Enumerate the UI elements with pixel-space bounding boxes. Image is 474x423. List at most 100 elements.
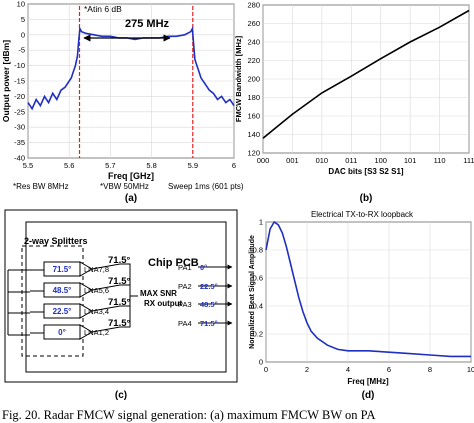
panel-b-xtick-label: 000 (257, 156, 270, 165)
panel-b-label: (b) (360, 193, 373, 204)
panel-b-xtick-label: 001 (286, 156, 299, 165)
panel-a-ytick-label: -30 (14, 123, 25, 132)
panel-d-ytick-label: 0.4 (253, 302, 263, 311)
lna-label: LNA1,2 (84, 328, 109, 337)
panel-a-ytick-label: -25 (14, 107, 25, 116)
panel-b-xtick-label: 101 (404, 156, 417, 165)
panel-d-title: Electrical TX-to-RX loopback (311, 210, 414, 219)
panel-b-ytick-label: 140 (247, 130, 260, 139)
panel-d-ytick-label: 0 (259, 358, 263, 367)
lna-amplifier (79, 261, 93, 277)
channel-link-line (91, 326, 121, 333)
panel-a-xtick-label: 6 (232, 161, 236, 170)
lna-label: LNA7,8 (84, 265, 109, 274)
panel-d-xtick-label: 10 (467, 365, 474, 374)
pa-label: PA2 (178, 282, 192, 291)
panel-d-label: (d) (362, 390, 375, 401)
panel-b-ylabel: FMCW Bandwidth [MHz] (234, 35, 243, 122)
panel-b-series-line (262, 9, 470, 139)
panel-d-ytick-label: 1 (259, 218, 263, 227)
panel-c-label: (c) (115, 390, 127, 401)
panel-c-chip-box (25, 221, 227, 373)
panel-a-ytick-label: -35 (14, 138, 25, 147)
panel-b-xtick-label: 111 (463, 156, 474, 165)
panel-d: Electrical TX-to-RX loopback 0 2 4 6 8 10 0 0.2… (249, 210, 474, 401)
panel-a-ytick-label: -15 (14, 77, 25, 86)
panel-b-xtick-label: 100 (374, 156, 387, 165)
panel-a-xtick-label: 5.9 (188, 161, 198, 170)
panel-b-xtick-label: 010 (316, 156, 329, 165)
panel-c-chip-label: Chip PCB (148, 257, 199, 269)
lna-amplifier (79, 324, 93, 340)
panel-d-tick-labels: 0 2 4 6 8 10 0 0.2 0.4 0.6 0.8 1 (253, 218, 474, 375)
panel-a-note-2: *VBW 50MHz (100, 182, 149, 191)
panel-b-ytick-label: 200 (247, 75, 260, 84)
panel-d-series-line (265, 220, 471, 358)
panel-c-maxsnr-1: MAX SNR (140, 289, 177, 298)
panel-b-grid (262, 4, 470, 154)
pa-label: PA3 (178, 300, 192, 309)
panel-a-note-1: *Res BW 8MHz (13, 182, 69, 191)
phase-shift-in-label: 71.5° (53, 265, 72, 274)
lna-label: LNA3,4 (84, 307, 109, 316)
phase-shift-in-label: 22.5° (53, 307, 72, 316)
panel-b-xlabel: DAC bits [S3 S2 S1] (328, 167, 403, 176)
pa-phase-label: 71.5° (200, 319, 218, 328)
pa-label: PA4 (178, 319, 192, 328)
lna-amplifier (79, 303, 93, 319)
panel-a-grid (27, 3, 235, 159)
panel-a-note-3: Sweep 1ms (601 pts) (168, 182, 244, 191)
panel-a: 5.5 5.6 5.7 5.8 5.9 6 -40 -35 -30 -25 -20 -15 -10 -5 0… (1, 0, 244, 204)
panel-a-label: (a) (125, 193, 137, 204)
channel-link-line (91, 305, 121, 312)
panel-d-xtick-label: 2 (305, 365, 309, 374)
lna-amplifier (79, 282, 93, 298)
panel-a-ytick-label: -20 (14, 92, 25, 101)
panel-a-xtick-label: 5.7 (105, 161, 115, 170)
panel-a-bw-label: 275 MHz (125, 18, 170, 30)
panel-b: 000 001 010 011 100 101 110 111 120 140 160 180 200 2… (234, 1, 474, 205)
panel-d-frame (265, 221, 472, 363)
panel-c-feed-bus (7, 269, 30, 336)
panel-b-ytick-label: 280 (247, 1, 260, 10)
panel-a-xtick-label: 5.6 (64, 161, 74, 170)
panel-a-ytick-label: -40 (14, 154, 25, 163)
panel-c-channels: 71.5° LNA7,871.5°48.5° LNA5,671.5°22.5° LNA… (30, 255, 233, 340)
figure-caption: Fig. 20. Radar FMCW signal generation: (… (2, 408, 376, 422)
pa-phase-label: 48.5° (200, 300, 218, 309)
panel-a-ytick-label: 10 (17, 0, 25, 9)
panel-d-ylabel: Normalized Beat Signal Amplitude (249, 235, 256, 349)
panel-a-xtick-label: 5.8 (146, 161, 156, 170)
phase-shift-in-label: 48.5° (53, 286, 72, 295)
panel-d-xtick-label: 8 (428, 365, 432, 374)
phase-shift-in-label: 0° (58, 328, 66, 337)
panel-d-xtick-label: 0 (264, 365, 268, 374)
pa-phase-label: 22.5° (200, 282, 218, 291)
panel-b-ytick-label: 120 (247, 149, 260, 158)
panel-a-annotation: *Atin 6 dB (84, 4, 122, 14)
phase-mid-label: 71.5° (108, 297, 130, 308)
panel-b-ytick-label: 260 (247, 19, 260, 28)
pa-label: PA1 (178, 263, 192, 272)
panel-a-xtick-label: 5.5 (23, 161, 33, 170)
panel-b-xtick-label: 110 (434, 156, 446, 165)
panel-c-splitter-label: 2-way Splitters (24, 236, 88, 246)
panel-b-tick-labels: 000 001 010 011 100 101 110 111 120 140 160 180 200 2… (247, 1, 474, 166)
lna-label: LNA5,6 (84, 286, 109, 295)
panel-b-ytick-label: 220 (247, 56, 260, 65)
panel-c-maxsnr-2: RX output (144, 299, 183, 308)
panel-d-ytick-label: 0.8 (253, 246, 263, 255)
panel-a-ytick-label: -10 (14, 61, 25, 70)
panel-c: 2-way Splitters Chip PCB 71.5° LNA7,8 71.5… (4, 209, 238, 401)
channel-link-line (91, 284, 121, 291)
phase-mid-label: 71.5° (108, 276, 130, 287)
panel-b-ytick-label: 160 (247, 112, 260, 121)
panel-a-ylabel: Output power [dBm] (1, 40, 11, 122)
panel-d-xlabel: Freq [MHz] (347, 377, 389, 386)
phase-mid-label: 71.5° (108, 318, 130, 329)
panel-d-grid (265, 221, 472, 363)
panel-b-xtick-label: 011 (345, 156, 357, 165)
panel-a-ytick-label: 0 (21, 30, 25, 39)
panel-a-ytick-label: -5 (18, 46, 25, 55)
